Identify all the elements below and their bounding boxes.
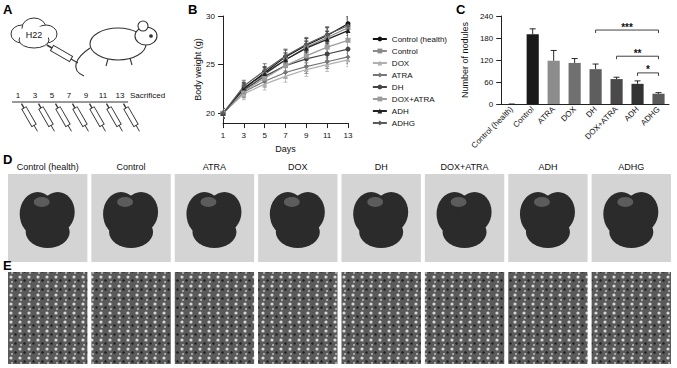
svg-text:7: 7 [283, 131, 288, 140]
svg-text:Control (health): Control (health) [392, 35, 447, 44]
svg-text:30: 30 [206, 12, 215, 21]
svg-text:*: * [646, 64, 650, 75]
html-text:C: C [456, 2, 466, 17]
svg-text:**: ** [634, 48, 642, 59]
svg-text:ADH: ADH [622, 105, 640, 123]
svg-text:ADH: ADH [392, 107, 409, 116]
svg-text:3: 3 [33, 91, 38, 100]
svg-text:13: 13 [344, 131, 353, 140]
svg-text:Control (health): Control (health) [17, 162, 79, 172]
svg-text:Control: Control [511, 105, 536, 130]
svg-text:ATRA: ATRA [536, 104, 557, 125]
svg-text:11: 11 [323, 131, 332, 140]
svg-text:DOX: DOX [559, 104, 578, 123]
svg-text:13: 13 [116, 91, 125, 100]
html-text:D: D [3, 152, 13, 167]
svg-text:Control: Control [392, 47, 418, 56]
svg-text:120: 120 [480, 56, 494, 65]
svg-text:25: 25 [206, 60, 215, 69]
svg-text:9: 9 [84, 91, 89, 100]
svg-text:DH: DH [584, 105, 599, 120]
svg-text:DOX: DOX [392, 59, 410, 68]
svg-text:DH: DH [375, 162, 388, 172]
svg-text:H22: H22 [26, 30, 43, 40]
svg-text:Control: Control [117, 162, 146, 172]
svg-text:ATRA: ATRA [392, 71, 413, 80]
svg-text:DOX+ATRA: DOX+ATRA [441, 162, 489, 172]
svg-text:180: 180 [480, 34, 494, 43]
svg-text:ADHG: ADHG [639, 105, 662, 128]
svg-text:DOX+ATRA: DOX+ATRA [583, 104, 620, 141]
svg-text:240: 240 [480, 12, 494, 21]
svg-text:Body weight (g): Body weight (g) [193, 38, 203, 101]
svg-text:1: 1 [221, 131, 226, 140]
html-text:B: B [188, 2, 198, 17]
svg-text:DOX: DOX [288, 162, 308, 172]
svg-text:Days: Days [275, 144, 296, 154]
svg-text:60: 60 [484, 78, 493, 87]
svg-text:ADHG: ADHG [618, 162, 644, 172]
svg-text:9: 9 [304, 131, 309, 140]
svg-text:20: 20 [206, 109, 215, 118]
svg-text:Number of nodules: Number of nodules [460, 21, 470, 98]
svg-text:11: 11 [99, 91, 108, 100]
html-text:E: E [3, 258, 12, 273]
svg-text:ADHG: ADHG [392, 119, 415, 128]
svg-text:1: 1 [16, 91, 21, 100]
html-text:A: A [3, 2, 13, 17]
svg-text:5: 5 [262, 131, 267, 140]
svg-text:5: 5 [50, 91, 55, 100]
svg-text:Sacrificed: Sacrificed [130, 91, 165, 100]
svg-text:DH: DH [392, 83, 404, 92]
svg-text:3: 3 [242, 131, 247, 140]
svg-text:ADH: ADH [538, 162, 557, 172]
svg-text:7: 7 [67, 91, 72, 100]
svg-text:Control (health): Control (health) [470, 105, 516, 151]
svg-text:DOX+ATRA: DOX+ATRA [392, 95, 435, 104]
svg-text:ATRA: ATRA [203, 162, 226, 172]
svg-text:0: 0 [489, 100, 494, 109]
svg-text:***: *** [621, 22, 633, 33]
